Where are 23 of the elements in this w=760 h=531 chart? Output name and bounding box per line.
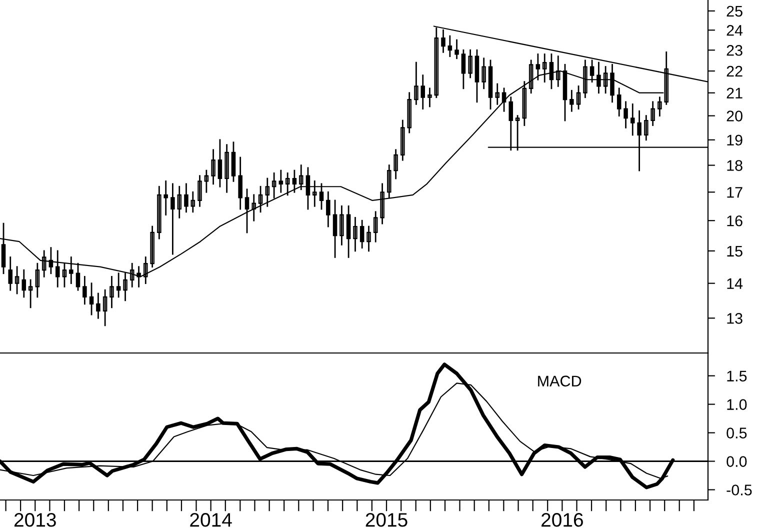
y-tick-label: 25 (726, 6, 742, 17)
y-tick-label: 24 (726, 25, 743, 36)
x-tick-label: 2013 (14, 513, 56, 527)
y-tick-label: 1.0 (727, 399, 747, 410)
x-tick-label: 2014 (190, 513, 232, 527)
y-tick-label: 16 (727, 215, 742, 226)
y-tick-label: 1.5 (727, 370, 747, 382)
x-tick-label: 2015 (366, 513, 408, 527)
y-tick-label: 0.5 (726, 428, 747, 438)
annotation: MACD (538, 376, 582, 386)
y-tick-label: 21 (726, 88, 742, 98)
x-tick-label: 2016 (542, 513, 583, 527)
y-tick-label: 19 (727, 134, 742, 146)
y-tick-label: 17 (727, 187, 742, 198)
y-tick-label: 15 (727, 246, 742, 257)
y-tick-label: -0.5 (726, 484, 752, 496)
y-tick-label: 14 (727, 278, 743, 289)
y-tick-label: 23 (726, 44, 742, 56)
y-tick-label: 13 (727, 313, 742, 324)
y-tick-label: 0.0 (726, 456, 747, 467)
y-tick-label: 20 (726, 110, 742, 122)
y-tick-label: 18 (727, 160, 742, 171)
y-tick-label: 22 (726, 66, 742, 77)
